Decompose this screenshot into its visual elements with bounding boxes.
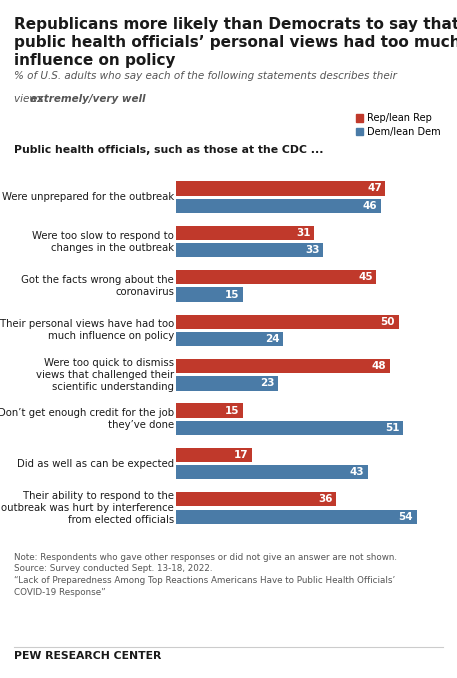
Text: extremely/very well: extremely/very well [30,94,145,104]
Bar [176,421,403,435]
Text: 17: 17 [234,450,248,460]
Bar [176,492,336,506]
Text: Their personal views have had too
much influence on policy: Their personal views have had too much i… [0,319,174,341]
Text: 54: 54 [399,512,413,521]
Bar [176,448,252,462]
Text: 23: 23 [260,378,275,388]
Text: Got the facts wrong about the
coronavirus: Got the facts wrong about the coronaviru… [21,275,174,297]
Text: 45: 45 [358,273,373,282]
Bar [176,270,377,284]
Bar [176,359,390,373]
Text: views: views [14,94,46,104]
Bar [176,181,385,195]
Bar [176,376,278,391]
Legend: Rep/lean Rep, Dem/lean Dem: Rep/lean Rep, Dem/lean Dem [356,113,441,137]
Text: 51: 51 [385,423,399,433]
Bar [176,510,416,524]
Text: 15: 15 [225,405,239,416]
Text: Don’t get enough credit for the job
they’ve done: Don’t get enough credit for the job they… [0,408,174,431]
Text: Their ability to respond to the
outbreak was hurt by interference
from elected o: Their ability to respond to the outbreak… [1,491,174,525]
Text: 47: 47 [367,184,382,193]
Text: 31: 31 [296,228,310,238]
Text: Public health officials, such as those at the CDC ...: Public health officials, such as those a… [14,144,323,155]
Bar [176,226,314,240]
Text: Did as well as can be expected: Did as well as can be expected [17,458,174,468]
Text: 24: 24 [265,334,279,344]
Bar [176,403,243,418]
Bar [176,287,243,302]
Text: Republicans more likely than Democrats to say that
public health officials’ pers: Republicans more likely than Democrats t… [14,17,457,68]
Text: 50: 50 [381,317,395,327]
Text: 46: 46 [363,201,377,211]
Text: 43: 43 [349,467,364,477]
Bar [176,332,283,346]
Bar [176,465,367,479]
Text: 33: 33 [305,245,319,255]
Text: PEW RESEARCH CENTER: PEW RESEARCH CENTER [14,651,161,661]
Bar [176,315,399,329]
Text: 15: 15 [225,290,239,300]
Bar [176,243,323,257]
Text: Note: Respondents who gave other responses or did not give an answer are not sho: Note: Respondents who gave other respons… [14,553,397,597]
Bar [176,199,381,213]
Text: % of U.S. adults who say each of the following statements describes their: % of U.S. adults who say each of the fol… [14,71,397,81]
Text: Were too quick to dismiss
views that challenged their
scientific understanding: Were too quick to dismiss views that cha… [36,358,174,392]
Text: Were too slow to respond to
changes in the outbreak: Were too slow to respond to changes in t… [32,231,174,252]
Text: Were unprepared for the outbreak: Were unprepared for the outbreak [2,192,174,202]
Text: 36: 36 [318,494,333,504]
Text: 48: 48 [372,361,386,371]
